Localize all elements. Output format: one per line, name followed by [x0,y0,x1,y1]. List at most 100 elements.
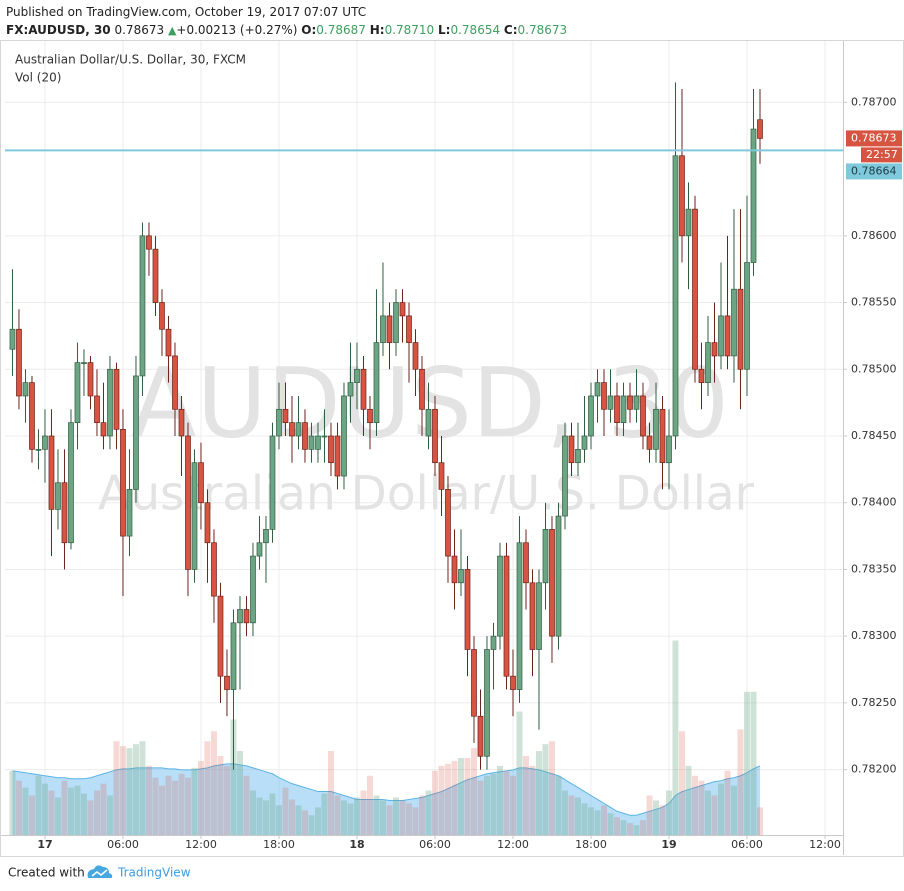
candle-body [243,609,250,624]
candle-body [516,542,523,690]
candle-body [698,368,705,383]
candle-body [399,302,406,317]
volume-bar [743,691,750,835]
candle-body [640,395,646,437]
candle-body [744,262,750,370]
volume-bar [587,807,594,835]
candle-body [633,395,640,410]
volume-bar [80,793,87,835]
candle-body [237,609,243,624]
volume-bar [613,817,620,835]
candle-body [113,368,120,430]
ohlc-label: L: [438,23,451,37]
volume-bar [392,797,399,835]
volume-bar [87,800,94,835]
volume-bar [288,799,295,835]
volume-bar [22,787,29,835]
candle-body [224,675,230,690]
candle-body [425,408,432,437]
candle-body [35,448,42,451]
candle-body [81,362,87,364]
candle-body [672,155,679,437]
ohlc-label: O: [301,23,317,37]
candle-body [731,288,737,357]
candle-body [250,555,256,624]
volume-bar [626,823,633,835]
volume-bar [451,760,458,835]
candle-body [94,395,100,424]
volume-bar [464,757,471,835]
candle-body [100,422,107,437]
y-tick-label: 0.78450 [851,429,897,442]
candle-body [295,422,302,437]
volume-bar [561,790,568,835]
volume-bar [756,807,763,835]
candle-body [55,482,61,510]
candle-body [120,428,126,537]
x-tick-label: 18 [349,838,364,851]
volume-bar [223,765,230,835]
candle-body [360,368,367,410]
y-tick-label: 0.78250 [851,696,897,709]
brand-icon [87,865,113,878]
volume-bar [67,787,74,835]
legend-title: Australian Dollar/U.S. Dollar, 30, FXCM [15,53,246,67]
volume-bar [399,800,406,835]
volume-bar [672,640,679,835]
candle-body [737,288,744,370]
candle-body [562,435,568,517]
legend-volume: Vol (20) [15,71,61,85]
candle-body [328,435,334,464]
ohlc-label: H: [369,23,385,37]
volume-bar [113,741,120,835]
volume-bar [607,813,614,835]
candle-body [432,408,438,464]
volume-bar [685,765,692,835]
ohlc-value: 0.78673 [517,23,568,37]
brand-icon-line [91,869,108,877]
candle-body [347,382,354,397]
candle-body [133,375,139,490]
volume-bar [379,800,386,835]
candle-body [484,649,490,757]
x-tick-label: 18:00 [263,838,295,851]
candle-body [68,422,74,544]
candle-body [367,408,373,424]
candle-body [549,529,555,637]
volume-ma-line [12,763,761,816]
candle-body [198,462,204,504]
volume-bar [197,760,204,835]
candle-body [334,435,341,477]
x-tick-label: 06:00 [731,838,763,851]
volume-bar [217,756,224,835]
volume-bar [308,815,315,835]
candle-body [412,342,419,370]
volume-bar [353,797,360,835]
volume-bar [633,825,640,835]
volume-bar [483,775,490,835]
volume-bar [431,770,438,835]
volume-bar [555,775,562,835]
volume-bar [652,800,659,835]
volume-bar [516,711,523,835]
volume-bar [366,775,373,835]
volume-bar [243,775,250,835]
volume-bar [93,790,100,835]
volume-bar [15,780,22,835]
volume-bar [704,790,711,835]
candle-body [146,235,152,250]
candle-body [510,675,516,690]
candle-body [282,408,289,424]
candle-body [666,435,672,464]
candle-body [302,422,308,450]
x-tick-label: 12:00 [185,838,217,851]
volume-bar [119,746,126,835]
volume-bar [373,795,380,835]
ohlc-value: 0.78654 [450,23,501,37]
ohlc-value: 0.78687 [316,23,366,37]
volume-bar [698,780,705,835]
volume-bar [210,731,217,835]
brand-link[interactable]: TradingView [117,866,191,880]
x-tick-label: 18:00 [575,838,607,851]
candle-body [61,482,68,544]
